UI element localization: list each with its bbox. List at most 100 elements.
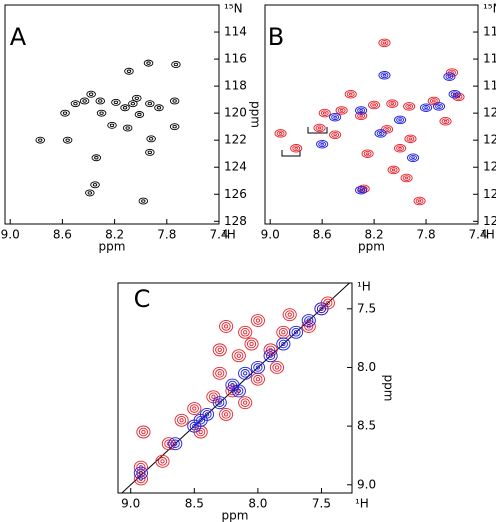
x-tick-label: 9.0	[261, 228, 280, 242]
peak	[87, 191, 93, 195]
peak-contour	[134, 111, 145, 118]
peak	[404, 176, 409, 180]
panel-label: C	[134, 285, 151, 313]
peak	[82, 99, 87, 103]
peak	[147, 101, 153, 106]
y-tick-label: 120	[483, 106, 496, 120]
y-tick-label: 9.0	[357, 477, 376, 491]
peak-contour	[331, 131, 340, 138]
x-tick-label: 7.5	[312, 497, 331, 511]
peak	[126, 69, 132, 73]
peak	[130, 101, 136, 106]
peak	[230, 382, 235, 388]
peak-contour	[378, 71, 391, 80]
peak	[255, 377, 261, 382]
y-axis-unit: ¹H	[357, 280, 371, 294]
peak-contour	[357, 107, 366, 114]
peak	[94, 156, 99, 160]
peak	[98, 99, 103, 103]
peak	[339, 109, 344, 112]
peak-contour	[86, 90, 96, 98]
peak	[217, 400, 222, 405]
peak-contour	[429, 98, 438, 104]
peak	[160, 459, 165, 464]
peak	[274, 365, 280, 370]
panel-label: A	[10, 23, 27, 51]
peak-contour	[314, 302, 329, 316]
peak	[385, 127, 389, 131]
peak-contour	[133, 460, 148, 474]
peak	[243, 371, 248, 376]
peak-contour	[161, 437, 176, 451]
peak	[192, 406, 197, 411]
peak	[437, 105, 441, 108]
x-tick-label: 8.2	[105, 228, 124, 242]
x-axis-unit: ¹H	[355, 497, 369, 511]
x-tick-label: 7.8	[417, 228, 436, 242]
peak	[382, 73, 387, 77]
y-axis-label: ppm	[249, 101, 263, 128]
peak	[320, 142, 324, 146]
peak-contour	[234, 351, 244, 361]
peak-contour	[388, 100, 397, 107]
peak-contour	[380, 72, 389, 79]
peak	[325, 300, 330, 306]
plot-frame	[4, 4, 220, 225]
peak	[281, 330, 286, 335]
peak-contour	[406, 136, 415, 142]
peak-contour	[62, 136, 73, 144]
peak-contour	[272, 363, 282, 372]
peak-contour	[432, 102, 446, 111]
peak	[192, 424, 197, 429]
peak	[452, 92, 457, 96]
peak	[390, 102, 395, 106]
peak-contour	[387, 165, 400, 175]
peak-contour	[132, 94, 142, 102]
peak-contour	[383, 126, 392, 133]
peak	[147, 150, 153, 155]
y-tick-label: 124	[483, 160, 496, 174]
peak	[359, 109, 363, 112]
peak	[408, 137, 413, 141]
peak-contour	[244, 337, 259, 351]
peak	[198, 418, 203, 423]
peak-contour	[363, 150, 372, 157]
peak-contour	[91, 154, 102, 162]
peak-contour	[136, 425, 151, 439]
peak-contour	[171, 61, 181, 68]
peak-contour	[445, 68, 459, 77]
peak-contour	[337, 107, 346, 114]
peak-contour	[120, 104, 130, 112]
peak	[294, 146, 298, 150]
y-tick-label: 126	[483, 187, 496, 201]
peak-contour	[231, 349, 246, 363]
peak-contour	[288, 325, 304, 339]
peak-contour	[452, 92, 465, 102]
peak	[217, 347, 222, 352]
peak-contour	[221, 410, 231, 419]
peak	[172, 99, 177, 103]
peak-contour	[133, 466, 148, 480]
y-tick-label: 7.5	[357, 301, 376, 315]
peak-contour	[124, 67, 134, 75]
peak-contour	[240, 369, 250, 378]
peak-contour	[400, 173, 413, 183]
peak-contour	[413, 196, 426, 206]
peak	[306, 318, 311, 323]
peak	[281, 341, 286, 347]
peak-contour	[315, 125, 324, 131]
peak	[365, 152, 370, 156]
peak	[407, 105, 411, 108]
x-tick-label: 8.5	[185, 497, 204, 511]
peak	[99, 111, 104, 115]
peak	[204, 412, 210, 417]
peak-contour	[168, 437, 183, 451]
x-axis-unit: ¹H	[222, 228, 236, 242]
bracket	[281, 127, 328, 157]
peak-contour	[187, 402, 202, 415]
x-tick-label: 8.0	[248, 497, 267, 511]
peak-contour	[111, 98, 121, 106]
peak-contour	[225, 384, 240, 398]
peak-contour	[164, 439, 174, 449]
